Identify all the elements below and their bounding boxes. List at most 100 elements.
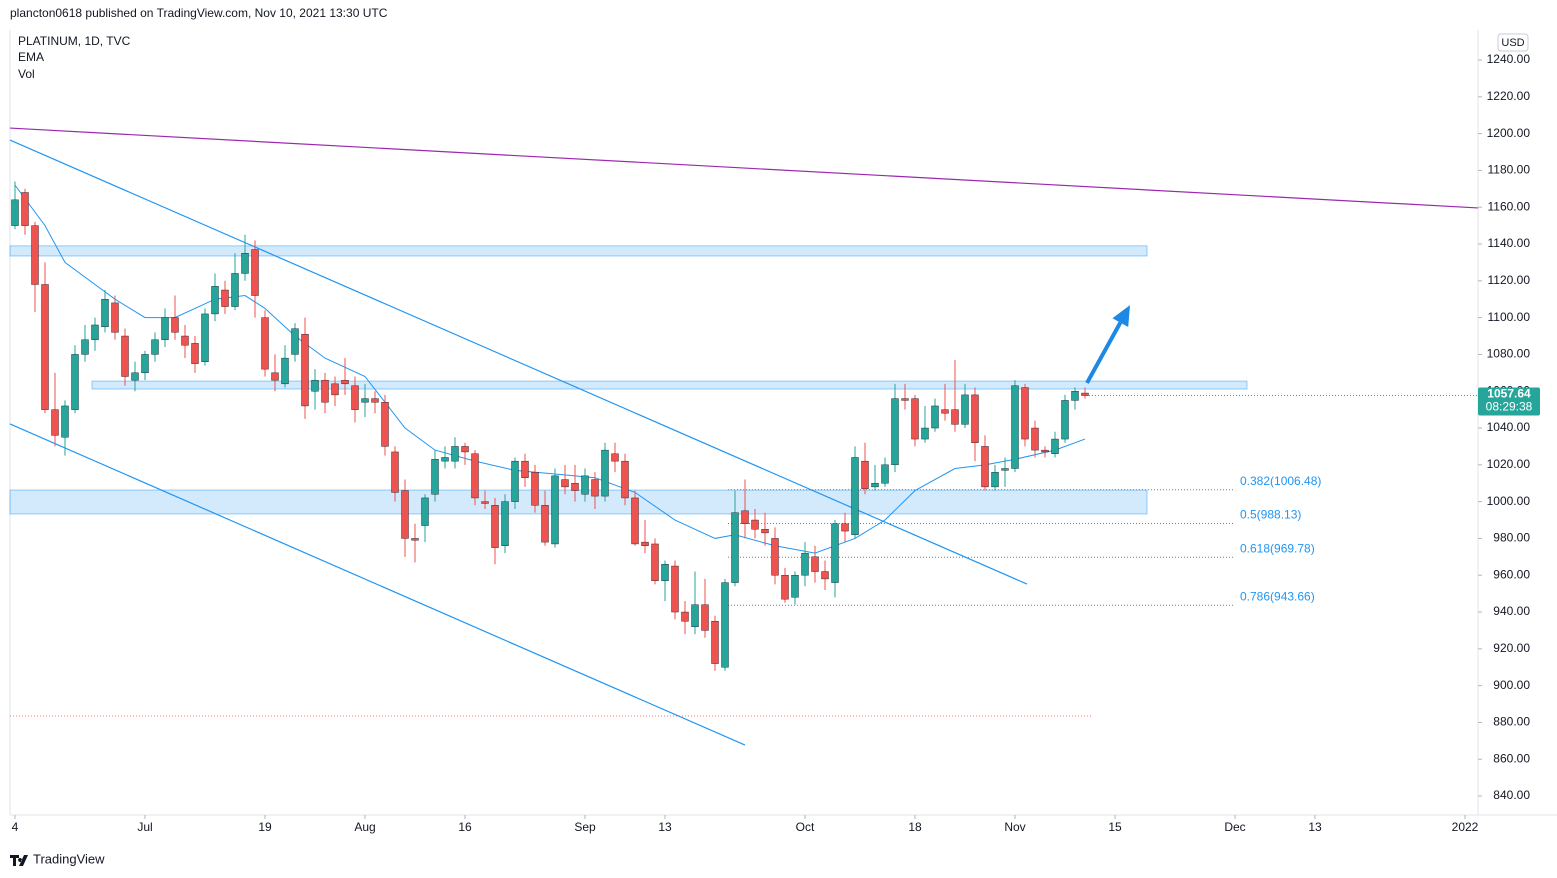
- y-tick-label: 1180.00: [1488, 163, 1531, 177]
- candle-body: [81, 339, 89, 355]
- x-tick-label: 16: [458, 820, 472, 834]
- candle-body: [131, 372, 139, 381]
- x-tick-label: 4: [12, 820, 19, 834]
- x-tick-label: Dec: [1224, 820, 1245, 834]
- currency[interactable]: USD: [1501, 37, 1524, 49]
- fib-label: 0.382(1006.48): [1240, 474, 1321, 488]
- y-tick-label: 1020.00: [1487, 457, 1531, 471]
- candle-body: [391, 451, 399, 493]
- y-tick-label: 1100.00: [1488, 310, 1531, 324]
- x-tick-label: 2022: [1452, 820, 1479, 834]
- y-tick-label: 1080.00: [1487, 347, 1531, 361]
- candle-body: [411, 538, 419, 541]
- candle-body: [371, 398, 379, 403]
- candle-body: [71, 354, 79, 410]
- candle-body: [481, 501, 489, 504]
- header: plancton0618 published on TradingView.co…: [10, 6, 388, 20]
- candle-body: [61, 405, 69, 438]
- y-tick-label: 1160.00: [1488, 199, 1531, 213]
- last-price-box: [1478, 387, 1540, 416]
- candle-body: [441, 457, 449, 462]
- candle-body: [511, 460, 519, 502]
- trendline: [9, 423, 746, 746]
- candle-body: [271, 372, 279, 381]
- candle-body: [291, 328, 299, 355]
- y-tick-label: 840.00: [1493, 788, 1530, 802]
- y-tick-label: 1040.00: [1487, 420, 1531, 434]
- candle-body: [281, 357, 289, 385]
- candle-body: [551, 475, 559, 545]
- candle-body: [251, 249, 259, 296]
- candle-body: [751, 519, 759, 530]
- candle-body: [991, 471, 999, 488]
- candle-body: [91, 324, 99, 340]
- candle-body: [201, 313, 209, 362]
- candle-body: [1001, 468, 1009, 471]
- candle-body: [51, 409, 59, 436]
- candle-body: [791, 575, 799, 598]
- zone: [9, 245, 1148, 257]
- x-tick-label: Aug: [354, 820, 375, 834]
- candle-body: [161, 317, 169, 340]
- candle-body: [721, 582, 729, 668]
- x-tick-label: 18: [908, 820, 922, 834]
- candle-body: [111, 302, 119, 333]
- y-tick-label: 920.00: [1493, 641, 1530, 655]
- candle-body: [611, 453, 619, 462]
- y-tick-label: 1120.00: [1488, 273, 1531, 287]
- candle-body: [731, 512, 739, 583]
- arrow-head: [1112, 305, 1130, 327]
- y-tick-label: 980.00: [1493, 531, 1530, 545]
- candle-body: [471, 453, 479, 499]
- candle-body: [211, 286, 219, 315]
- candle-body: [1051, 438, 1059, 454]
- candle-body: [361, 398, 369, 403]
- candle-body: [711, 621, 719, 664]
- candle-body: [771, 538, 779, 576]
- candle-body: [581, 475, 589, 495]
- candle-body: [141, 354, 149, 374]
- y-tick-label: 940.00: [1493, 604, 1530, 618]
- candle-body: [891, 398, 899, 466]
- candle-body: [301, 333, 309, 407]
- candle-body: [421, 497, 429, 526]
- candle-body: [461, 446, 469, 453]
- currency-box[interactable]: [1497, 33, 1529, 52]
- candle-body: [691, 604, 699, 627]
- y-tick-label: 900.00: [1493, 678, 1530, 692]
- candle-body: [641, 541, 649, 546]
- trendline: [9, 139, 1028, 585]
- candle-body: [801, 552, 809, 576]
- candle-body: [501, 501, 509, 546]
- arrow-shaft: [1085, 321, 1123, 384]
- candle-body: [971, 394, 979, 443]
- fib-label: 0.618(969.78): [1240, 541, 1315, 555]
- candle-body: [601, 449, 609, 497]
- candle-body: [181, 335, 189, 346]
- candle-body: [321, 379, 329, 403]
- y-tick-label: 1000.00: [1487, 494, 1531, 508]
- candle-body: [631, 497, 639, 545]
- candle-body: [41, 284, 49, 410]
- candle-body: [121, 335, 129, 377]
- candle-body: [871, 483, 879, 488]
- x-tick-label: Jul: [137, 820, 152, 834]
- x-tick-label: Sep: [574, 820, 596, 834]
- candle-body: [1041, 449, 1049, 453]
- candle-body: [1061, 400, 1069, 440]
- candle-body: [171, 317, 179, 333]
- candle-body: [151, 339, 159, 355]
- y-tick-label: 1240.00: [1487, 52, 1531, 66]
- x-tick-label: 19: [258, 820, 272, 834]
- candle-body: [681, 611, 689, 622]
- candle-body: [381, 402, 389, 447]
- candle-body: [491, 505, 499, 548]
- symbol: PLATINUM, 1D, TVC: [18, 34, 131, 48]
- candle-body: [741, 510, 749, 524]
- footer: TradingView: [33, 851, 105, 866]
- candle-body: [401, 490, 409, 539]
- candle-body: [591, 479, 599, 497]
- candle-body: [231, 273, 239, 307]
- candle-body: [841, 523, 849, 532]
